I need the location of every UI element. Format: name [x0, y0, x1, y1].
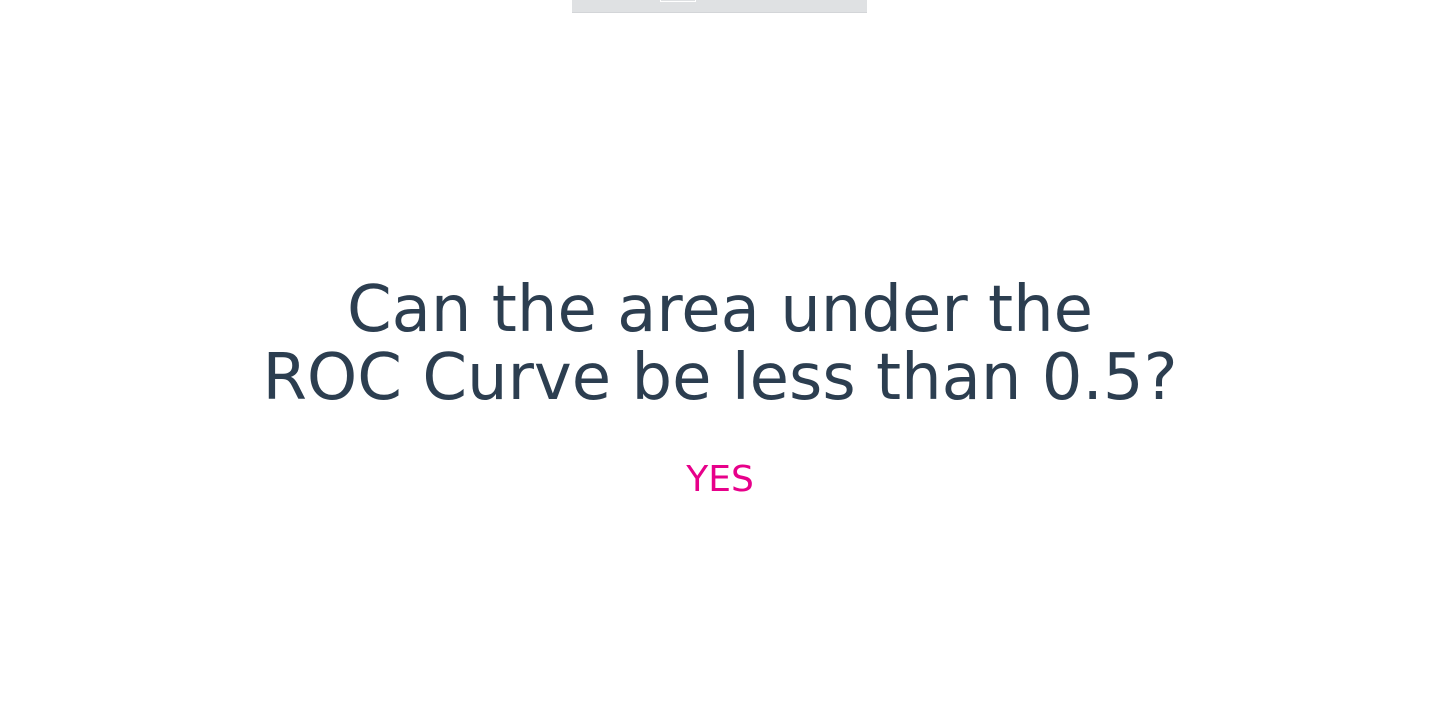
slide-answer: YES	[686, 459, 754, 500]
slide-question: Can the area under the ROC Curve be less…	[220, 276, 1220, 412]
presentation-toolbar[interactable]	[572, 0, 867, 13]
question-line-1: Can the area under the	[346, 273, 1094, 347]
question-line-2: ROC Curve be less than 0.5?	[262, 341, 1178, 415]
toolbar-handle[interactable]	[660, 0, 696, 2]
